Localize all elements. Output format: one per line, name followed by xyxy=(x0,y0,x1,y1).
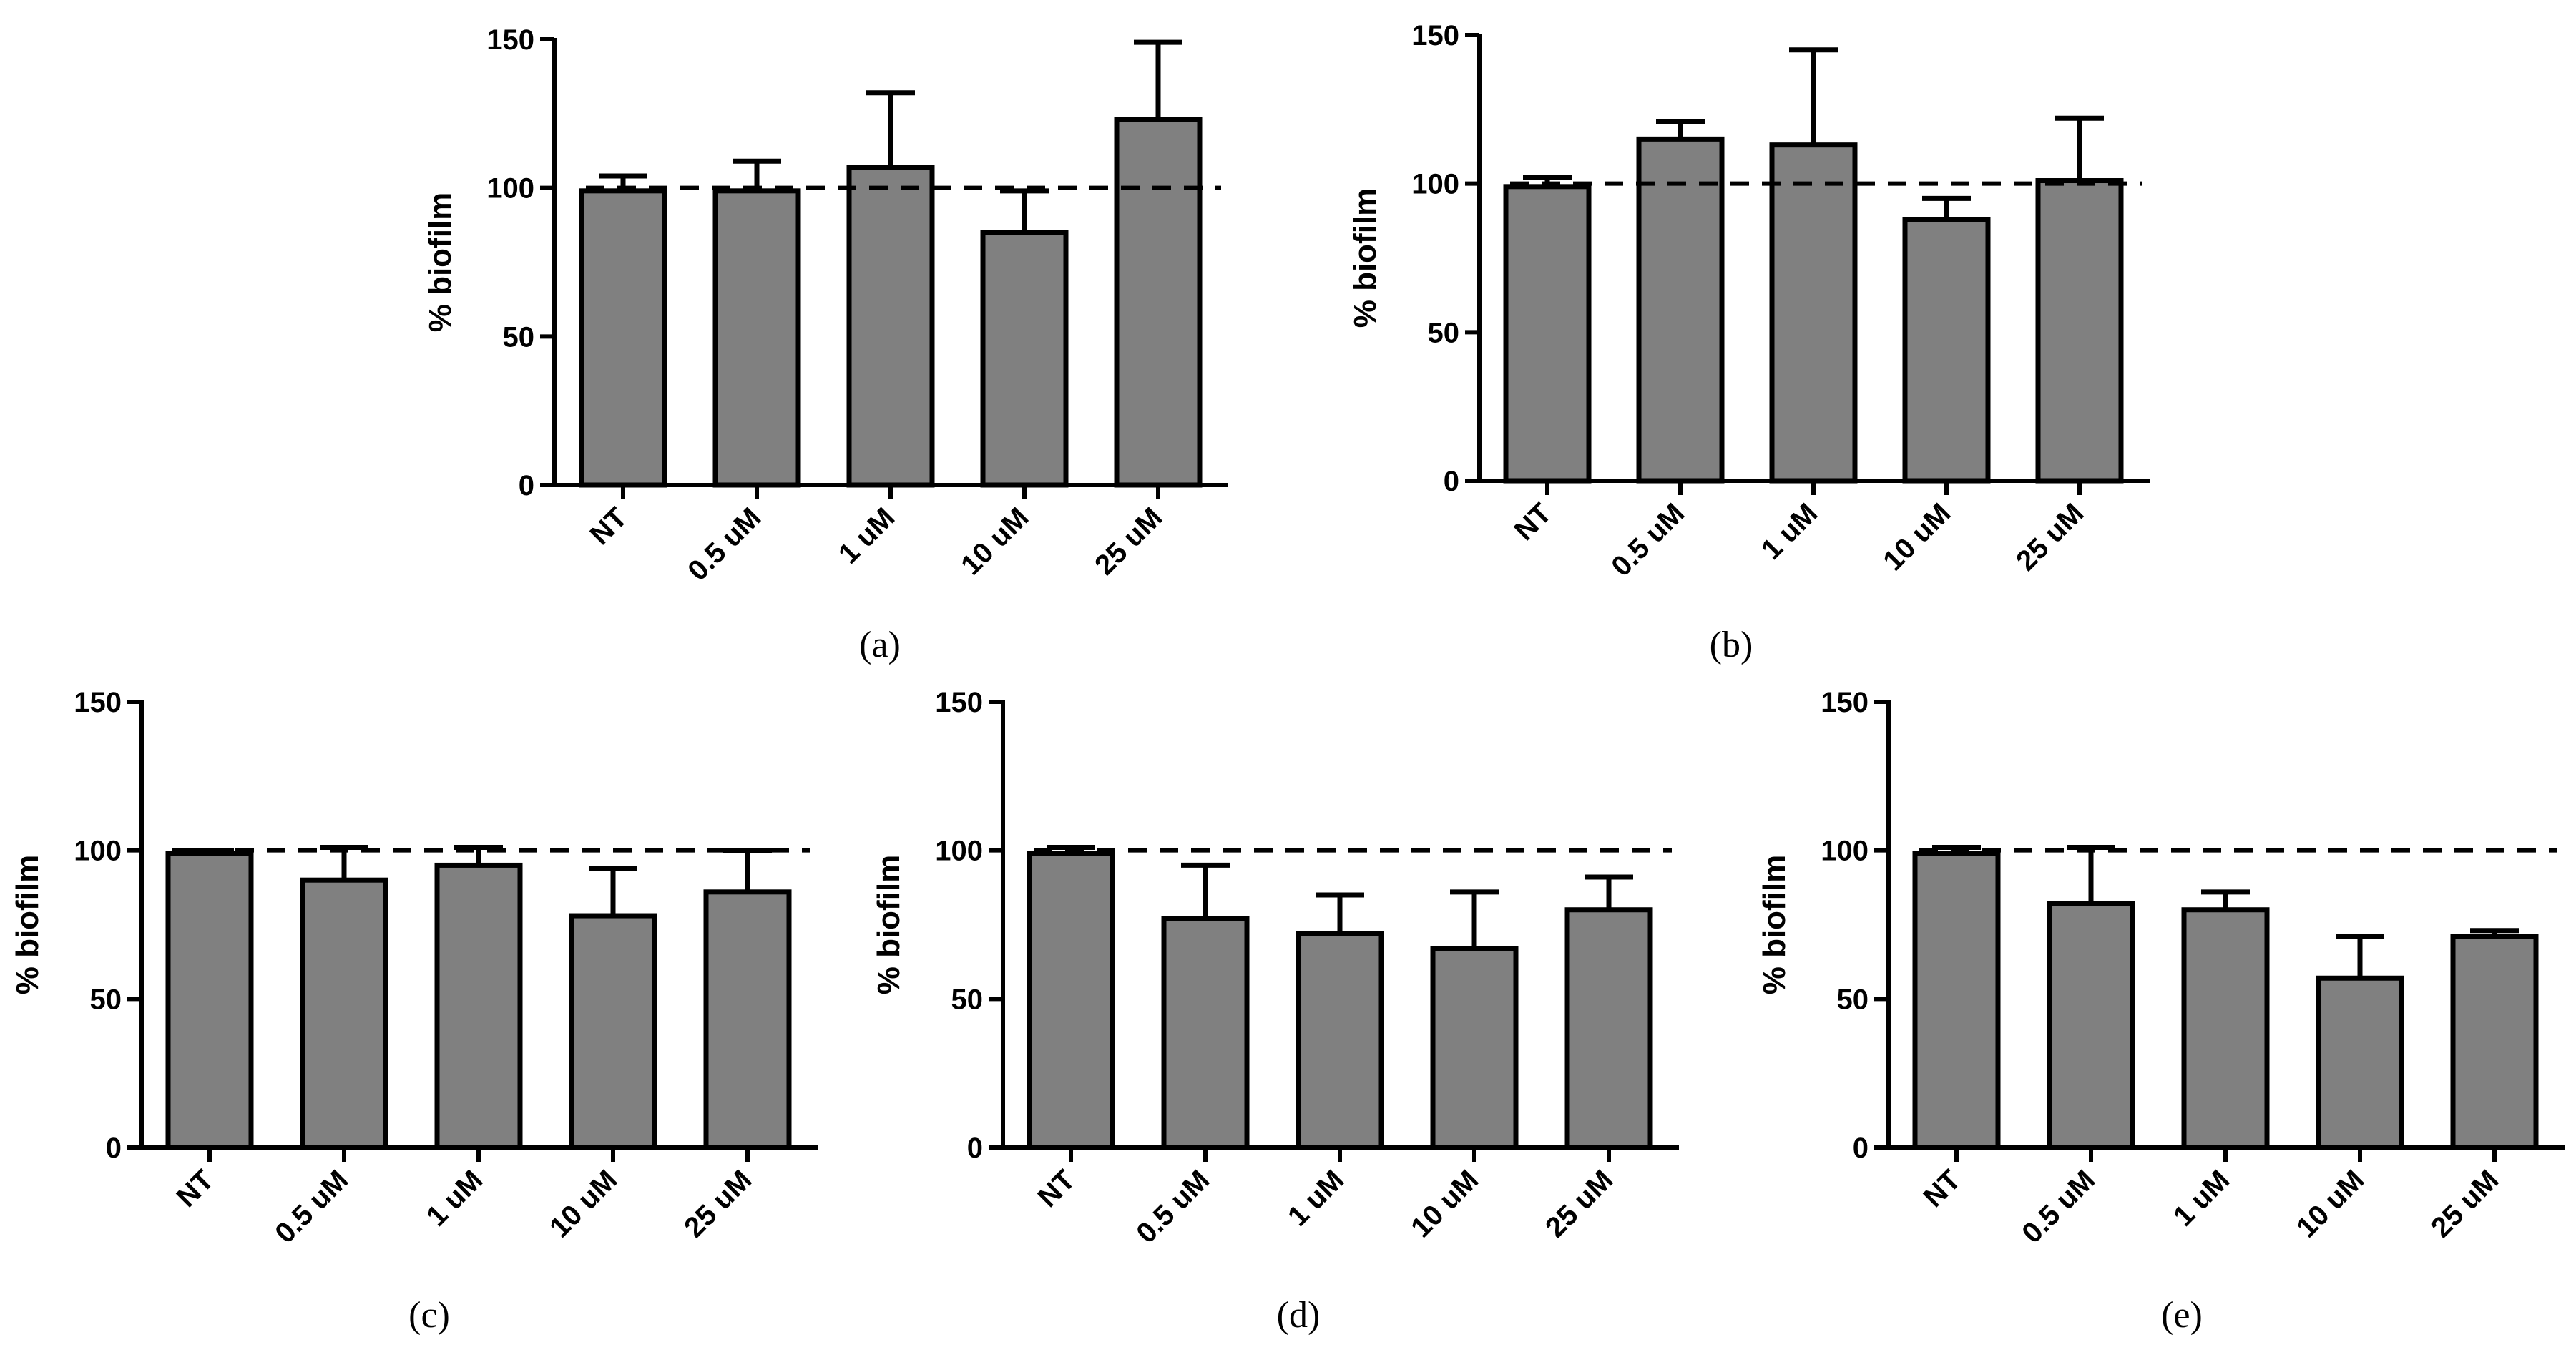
bar xyxy=(2181,907,2270,1150)
chart-panel-4: 0 50 100 150 NT 0.5 uM 1 uM 10 uM 25 uM % biofilm… xyxy=(871,687,1679,1336)
panel-label: (b) xyxy=(1710,625,1753,665)
y-axis-label: % biofilm xyxy=(423,192,458,333)
panel-label: (c) xyxy=(408,1295,450,1336)
y-tick-label: 50 xyxy=(951,984,984,1015)
bar xyxy=(569,913,657,1150)
y-tick-label: 100 xyxy=(935,836,983,867)
bar xyxy=(1902,217,1991,484)
y-tick-label: 0 xyxy=(106,1132,122,1164)
chart-panel-5: 0 50 100 150 NT 0.5 uM 1 uM 10 uM 25 uM % biofilm… xyxy=(1757,687,2565,1336)
y-tick-label: 100 xyxy=(1821,836,1869,867)
bar xyxy=(846,165,935,488)
y-tick-label: 100 xyxy=(74,836,122,867)
x-tick-label: NT xyxy=(1509,497,1558,547)
x-tick-label: NT xyxy=(1918,1164,1967,1213)
bar xyxy=(165,851,254,1150)
y-tick-label: 0 xyxy=(1444,466,1459,497)
panel-label: (d) xyxy=(1277,1295,1321,1336)
x-tick-label: NT xyxy=(584,501,634,551)
bar xyxy=(579,188,667,488)
y-axis-label: % biofilm xyxy=(871,855,906,995)
y-tick-label: 150 xyxy=(486,24,534,56)
y-tick-label: 100 xyxy=(1411,169,1459,200)
bar xyxy=(2035,178,2124,484)
y-tick-label: 50 xyxy=(90,984,122,1015)
chart-panel-2: 0 50 100 150 NT 0.5 uM 1 uM 10 uM 25 uM % biofilm… xyxy=(1348,20,2150,665)
y-axis-label: % biofilm xyxy=(1348,188,1383,328)
y-tick-label: 0 xyxy=(967,1132,983,1164)
bar xyxy=(980,230,1069,488)
bar xyxy=(2450,934,2539,1150)
x-tick-label: 1 uM xyxy=(421,1164,489,1233)
x-tick-label: 0.5 uM xyxy=(682,501,767,587)
x-tick-label: 25 uM xyxy=(1089,501,1168,581)
x-tick-label: 10 uM xyxy=(1405,1164,1484,1243)
x-tick-label: 1 uM xyxy=(1755,497,1824,566)
y-tick-label: 100 xyxy=(486,173,534,205)
x-tick-label: 10 uM xyxy=(544,1164,623,1243)
y-tick-label: 50 xyxy=(503,321,535,353)
x-tick-label: 10 uM xyxy=(2291,1164,2370,1243)
x-tick-label: 25 uM xyxy=(2425,1164,2504,1243)
x-tick-label: 1 uM xyxy=(2168,1164,2236,1233)
y-tick-label: 50 xyxy=(1428,317,1460,348)
x-tick-label: 0.5 uM xyxy=(1605,497,1690,582)
y-tick-label: 150 xyxy=(1411,20,1459,52)
bar xyxy=(1027,851,1115,1150)
bar xyxy=(703,889,792,1150)
x-tick-label: 0.5 uM xyxy=(269,1164,354,1249)
y-axis-label: % biofilm xyxy=(10,855,45,995)
bar xyxy=(1161,916,1250,1150)
x-tick-label: NT xyxy=(171,1164,220,1213)
x-tick-label: 0.5 uM xyxy=(2016,1164,2101,1249)
bar xyxy=(1636,136,1725,484)
bar xyxy=(434,862,523,1150)
chart-panel-3: 0 50 100 150 NT 0.5 uM 1 uM 10 uM 25 uM % biofilm… xyxy=(10,687,818,1336)
x-tick-label: 25 uM xyxy=(1539,1164,1619,1243)
x-tick-label: 25 uM xyxy=(2010,497,2090,577)
x-tick-label: 1 uM xyxy=(1282,1164,1351,1233)
bar xyxy=(2316,975,2404,1150)
bar xyxy=(1503,184,1592,484)
bar xyxy=(2047,901,2135,1150)
y-tick-label: 150 xyxy=(74,687,122,718)
x-tick-label: 1 uM xyxy=(833,501,901,570)
bar xyxy=(712,188,801,488)
bar xyxy=(1296,931,1384,1150)
x-tick-label: 10 uM xyxy=(955,501,1034,581)
y-tick-label: 50 xyxy=(1837,984,1869,1015)
panel-label: (a) xyxy=(859,625,901,665)
y-tick-label: 0 xyxy=(519,470,534,501)
y-axis-label: % biofilm xyxy=(1757,855,1792,995)
bar xyxy=(1114,117,1203,488)
bar xyxy=(1564,907,1653,1150)
bar xyxy=(1430,946,1519,1150)
x-tick-label: 25 uM xyxy=(678,1164,758,1243)
y-tick-label: 150 xyxy=(935,687,983,718)
x-tick-label: 10 uM xyxy=(1877,497,1957,577)
bar xyxy=(1912,851,2001,1150)
x-tick-label: 0.5 uM xyxy=(1130,1164,1215,1249)
x-tick-label: NT xyxy=(1032,1164,1082,1213)
panel-label: (e) xyxy=(2161,1295,2203,1336)
y-tick-label: 0 xyxy=(1853,1132,1869,1164)
bar xyxy=(300,877,388,1150)
bar xyxy=(1769,142,1858,484)
chart-panel-1: 0 50 100 150 NT 0.5 uM 1 uM 10 uM 25 uM % biofilm… xyxy=(423,24,1228,665)
y-tick-label: 150 xyxy=(1821,687,1869,718)
